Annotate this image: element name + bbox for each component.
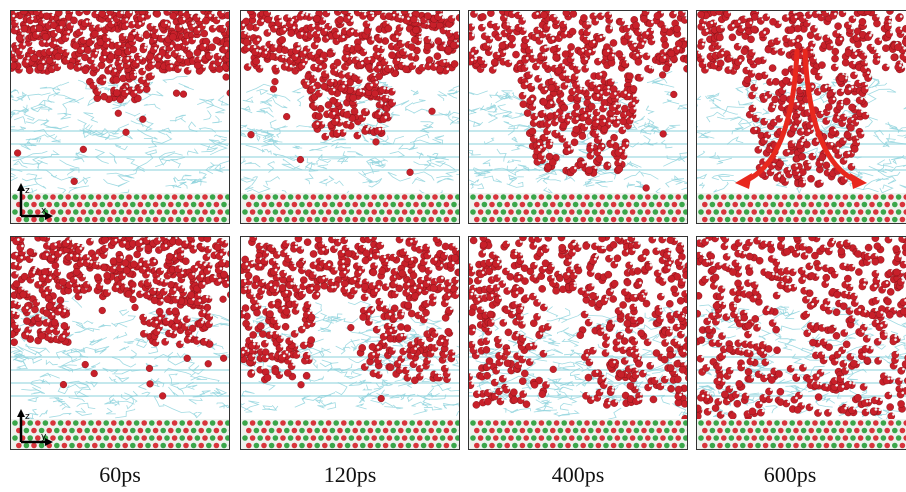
- axis-label-horizontal: y: [41, 432, 47, 442]
- water-layer: [469, 11, 687, 192]
- time-label-400ps: 400ps: [551, 462, 605, 487]
- flow-arrows: [735, 48, 867, 189]
- axis-indicator: zy: [17, 409, 53, 446]
- axis-label-vertical: z: [25, 412, 30, 422]
- water-layer: [469, 237, 687, 423]
- water-layer: [11, 11, 229, 186]
- time-label-600ps: 600ps: [763, 462, 817, 487]
- axis-indicator: zx: [17, 183, 53, 220]
- snapshot-panel-r0-c3: [696, 10, 906, 224]
- snapshot-panel-r1-c2: [468, 236, 688, 450]
- snapshot-panel-r1-c1: [240, 236, 460, 450]
- water-layer: [11, 237, 229, 400]
- axis-label-horizontal: x: [41, 206, 47, 216]
- snapshot-panel-r0-c2: [468, 10, 688, 224]
- water-layer: [241, 11, 459, 176]
- snapshot-panel-r1-c3: [696, 236, 906, 450]
- time-label-60ps: 60ps: [99, 462, 141, 487]
- snapshot-panel-r0-c1: [240, 10, 460, 224]
- axis-label-vertical: z: [25, 186, 30, 196]
- substrate-layer: [697, 193, 906, 223]
- polymer-layer: [11, 75, 229, 201]
- water-layer: [697, 237, 906, 421]
- substrate-layer: [469, 193, 687, 223]
- water-layer: [241, 237, 459, 403]
- substrate-layer: [469, 419, 687, 449]
- substrate-layer: [697, 419, 906, 449]
- substrate-layer: [241, 419, 459, 449]
- substrate-layer: [241, 193, 459, 223]
- water-layer: [697, 11, 906, 188]
- time-label-120ps: 120ps: [323, 462, 377, 487]
